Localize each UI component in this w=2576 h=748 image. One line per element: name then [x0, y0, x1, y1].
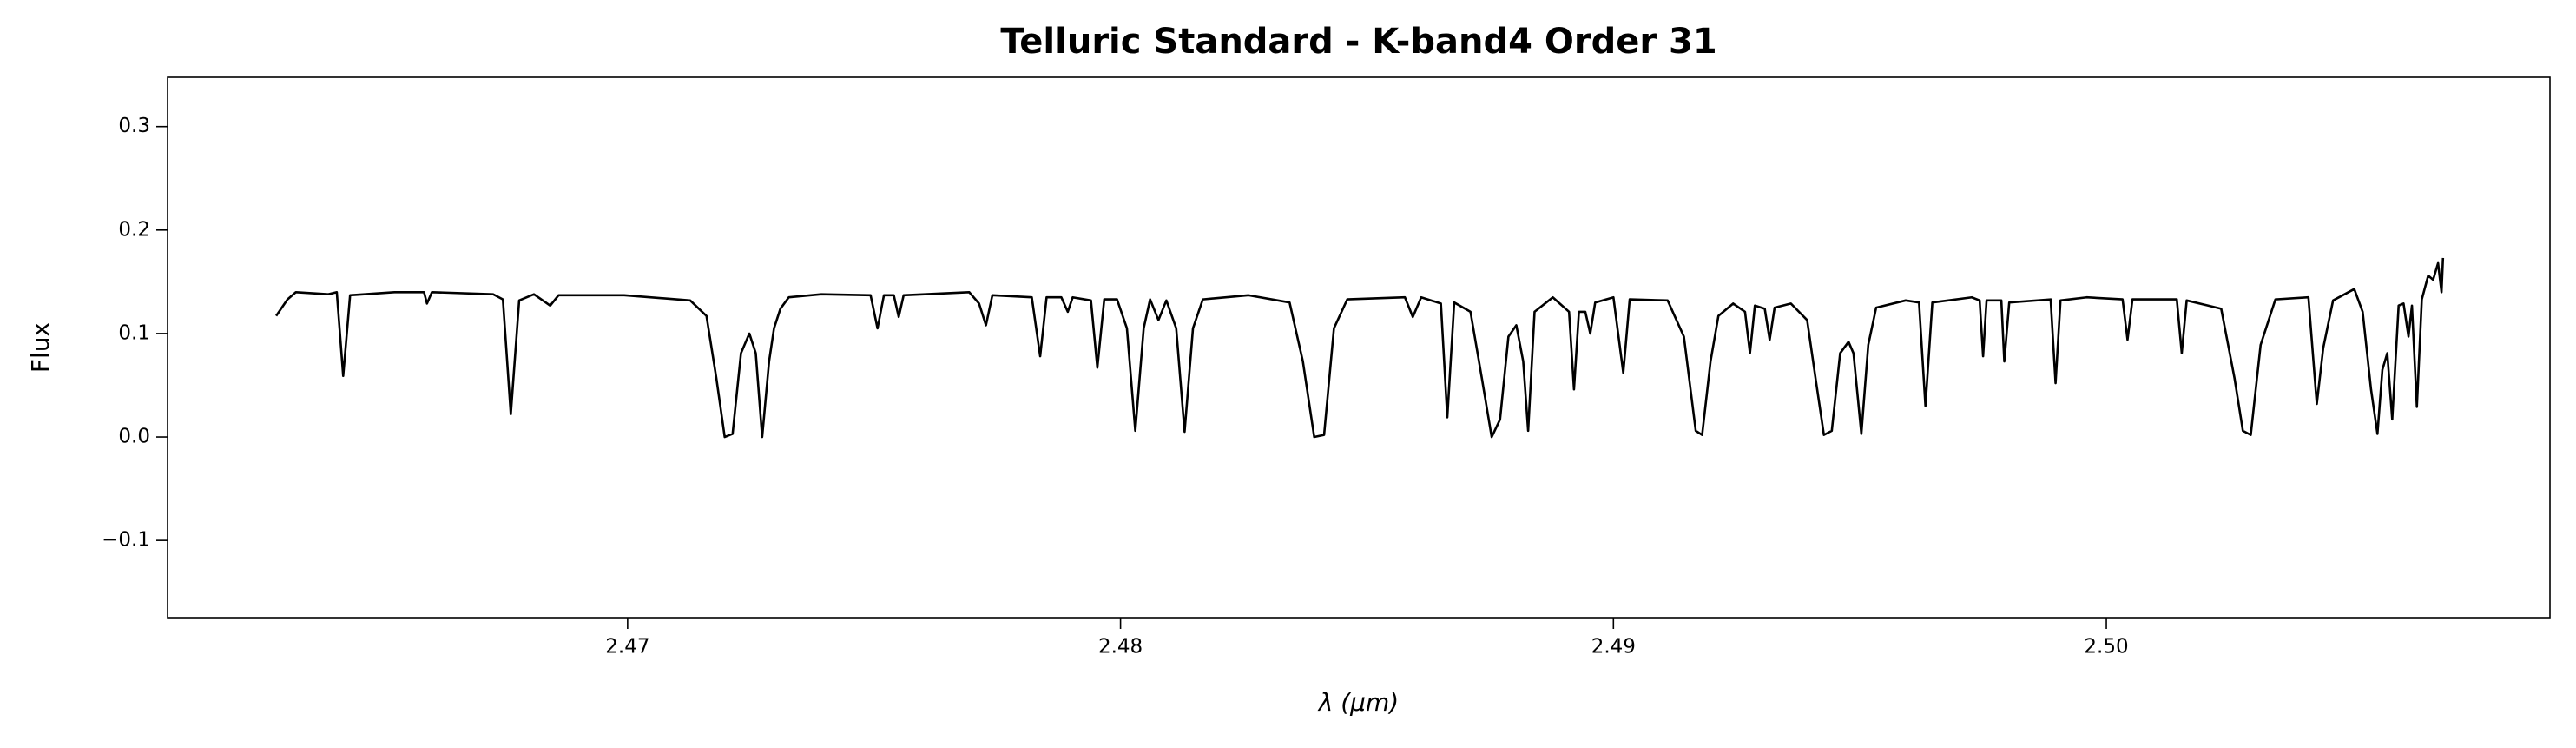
x-tick-label: 2.48 [1098, 636, 1143, 659]
spectrum-line [274, 257, 2445, 439]
y-tick-label: −0.1 [102, 529, 150, 552]
x-tick-label: 2.49 [1591, 636, 1636, 659]
x-axis-label: λ (μm) [1317, 688, 1399, 717]
y-tick-label: 0.1 [118, 321, 150, 344]
plot-frame [167, 76, 2551, 619]
y-tick-label: 0.2 [118, 218, 150, 241]
x-tick-label: 2.50 [2084, 636, 2128, 659]
y-axis-label: Flux [26, 322, 55, 373]
y-tick-label: 0.0 [118, 426, 150, 448]
y-tick-label: 0.3 [118, 115, 150, 137]
chart-title: Telluric Standard - K-band4 Order 31 [1000, 22, 1716, 62]
x-tick-label: 2.47 [605, 636, 649, 659]
